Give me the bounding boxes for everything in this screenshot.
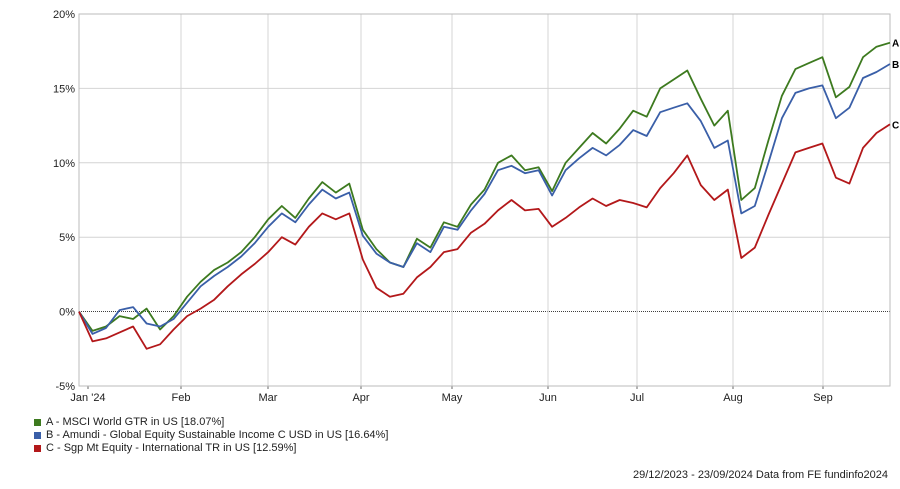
x-tick-label: Sep bbox=[813, 392, 833, 404]
legend-label-b: B - Amundi - Global Equity Sustainable I… bbox=[46, 429, 389, 441]
y-tick-label: 0% bbox=[59, 307, 75, 319]
plot-frame bbox=[78, 13, 891, 387]
legend-item-a: A - MSCI World GTR in US [18.07%] bbox=[34, 416, 388, 428]
legend-swatch-a bbox=[34, 418, 41, 426]
series-line-c bbox=[78, 123, 891, 350]
series-end-label-c: C bbox=[892, 120, 899, 131]
legend: A - MSCI World GTR in US [18.07%] B - Am… bbox=[34, 416, 388, 455]
series-line-a bbox=[78, 41, 891, 332]
x-tick-label: Jan '24 bbox=[70, 392, 105, 404]
y-tick-label: 20% bbox=[53, 9, 75, 21]
legend-swatch-b bbox=[34, 431, 41, 439]
x-tick-label: Mar bbox=[259, 392, 278, 404]
series-line-b bbox=[78, 63, 891, 335]
y-tick-label: 5% bbox=[59, 232, 75, 244]
x-tick-label: Jul bbox=[630, 392, 644, 404]
x-tick-label: May bbox=[442, 392, 463, 404]
data-source-footer: 29/12/2023 - 23/09/2024 Data from FE fun… bbox=[632, 469, 888, 481]
x-tick-label: Jun bbox=[539, 392, 557, 404]
x-tick-label: Aug bbox=[723, 392, 743, 404]
series-end-label-a: A bbox=[892, 39, 899, 50]
legend-swatch-c bbox=[34, 444, 41, 452]
x-tick-label: Apr bbox=[352, 392, 369, 404]
x-tick-label: Feb bbox=[172, 392, 191, 404]
legend-item-b: B - Amundi - Global Equity Sustainable I… bbox=[34, 429, 388, 441]
series-end-label-b: B bbox=[892, 60, 899, 71]
legend-label-c: C - Sgp Mt Equity - International TR in … bbox=[46, 442, 297, 454]
y-tick-label: 15% bbox=[53, 83, 75, 95]
legend-label-a: A - MSCI World GTR in US [18.07%] bbox=[46, 416, 225, 428]
legend-item-c: C - Sgp Mt Equity - International TR in … bbox=[34, 442, 388, 454]
y-tick-label: -5% bbox=[55, 381, 75, 393]
y-tick-label: 10% bbox=[53, 158, 75, 170]
